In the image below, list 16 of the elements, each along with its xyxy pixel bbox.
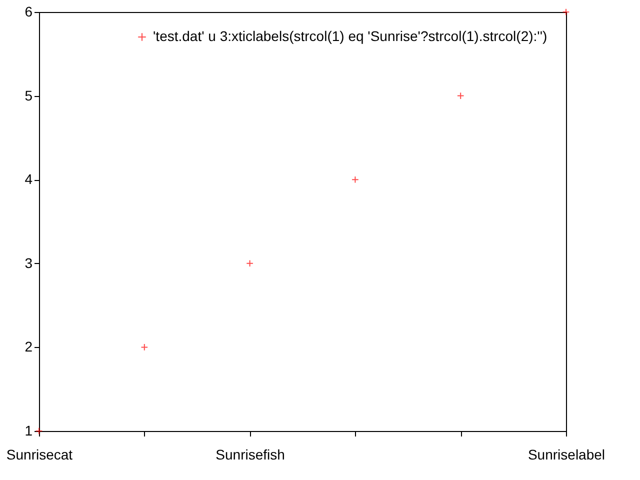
y-tick-label: 6: [24, 4, 33, 20]
x-tick-label: Sunrisecat: [6, 446, 73, 462]
point: [246, 260, 254, 268]
x-tick-label: Sunrisefish: [216, 446, 285, 462]
y-tick-label: 1: [24, 422, 33, 438]
y-tick-label: 2: [24, 338, 33, 355]
legend-label: 'test.dat' u 3:xticlabels(strcol(1) eq 'Sunrise'?strcol(1).strcol(2):''): [153, 28, 548, 44]
y-tick-label: 3: [24, 254, 33, 271]
y-tick-label: 4: [24, 171, 33, 188]
y-tick-label: 5: [24, 87, 33, 104]
point: [140, 344, 148, 351]
point: [562, 8, 570, 16]
point: [456, 92, 464, 100]
point: [35, 427, 43, 435]
point: [352, 176, 359, 184]
x-tick-label: Sunriselabel: [528, 446, 606, 462]
